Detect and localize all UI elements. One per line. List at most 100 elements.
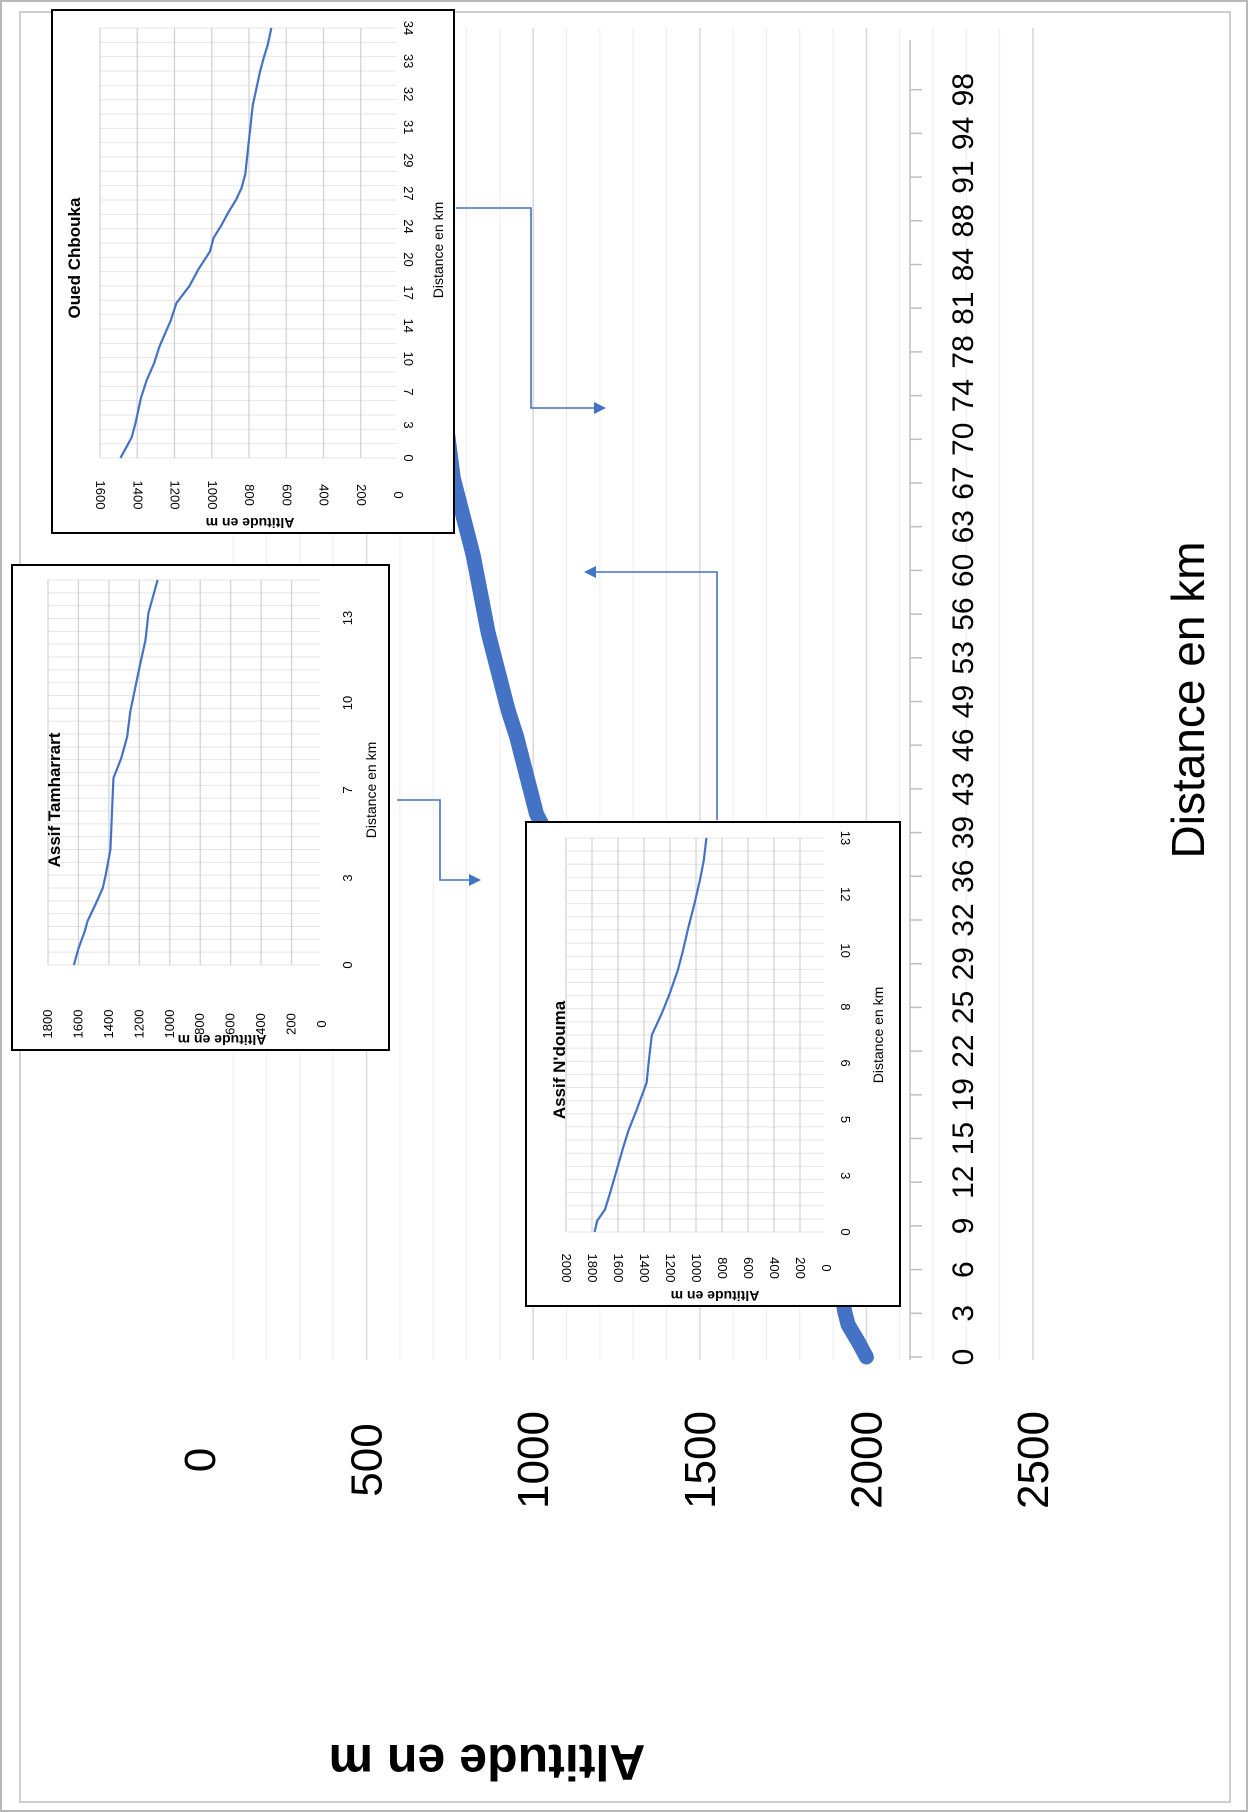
ndo-y-tick-label: 1200	[663, 1254, 678, 1283]
tamharrart-y-ticks: 0 200 400 600 800 1000 1200 1400 1600 1800	[40, 1010, 329, 1039]
tamharrart-line	[72, 579, 159, 966]
ndo-x-tick-label: 12	[838, 887, 853, 901]
chb-x-tick-label: 20	[401, 252, 416, 266]
chbouka-x-title: Distance en km	[430, 202, 446, 298]
ndouma-x-title: Distance en km	[870, 987, 886, 1083]
chbouka-grid	[99, 27, 396, 459]
ndo-y-tick-label: 1800	[585, 1254, 600, 1283]
main-x-tick-label: 81	[947, 292, 980, 325]
ndouma-x-ticks: 0 3 5 6 8 10 12 13	[838, 831, 853, 1236]
chb-y-tick-label: 1000	[205, 481, 220, 510]
ndo-x-tick-label: 6	[838, 1060, 853, 1067]
chb-y-tick-label: 1400	[130, 481, 145, 510]
main-y-tick-label: 1500	[676, 1411, 725, 1509]
ndo-x-tick-label: 13	[838, 831, 853, 845]
main-x-tick-label: 43	[947, 772, 980, 805]
main-y-axis-title: Altitude en m	[329, 1734, 646, 1790]
ndouma-title: Assif N'douma	[550, 1000, 569, 1119]
ndo-x-tick-label: 3	[838, 1172, 853, 1179]
main-x-tick-label: 12	[947, 1166, 980, 1199]
main-x-tick-label: 32	[947, 903, 980, 936]
main-x-tick-label: 6	[947, 1261, 980, 1278]
main-x-tick-label: 39	[947, 816, 980, 849]
main-x-tick-label: 98	[947, 73, 980, 106]
tam-y-tick-label: 1200	[131, 1010, 146, 1039]
main-x-tick-label: 74	[947, 379, 980, 412]
tam-x-tick-label: 10	[340, 696, 355, 710]
chb-x-tick-label: 0	[401, 454, 416, 461]
main-x-axis-title: Distance en km	[1162, 541, 1214, 858]
tam-x-tick-label: 7	[340, 786, 355, 793]
arrow-ndouma-head	[584, 566, 596, 578]
main-x-tick-label: 22	[947, 1034, 980, 1067]
chb-x-tick-label: 7	[401, 388, 416, 395]
arrow-tamharrart-head	[469, 874, 481, 886]
chb-x-tick-label: 17	[401, 285, 416, 299]
tam-y-tick-label: 1400	[101, 1010, 116, 1039]
main-y-ticks: 0 500 1000 1500 2000 2500	[176, 1411, 1058, 1509]
main-x-tick-label: 67	[947, 466, 980, 499]
ndo-y-tick-label: 1400	[637, 1254, 652, 1283]
main-x-tick-label: 3	[947, 1305, 980, 1322]
ndo-y-tick-label: 1600	[611, 1254, 626, 1283]
tamharrart-y-title: Altitude en m	[178, 1032, 267, 1048]
main-x-tick-label: 9	[947, 1218, 980, 1235]
main-x-tick-label: 19	[947, 1078, 980, 1111]
tam-y-tick-label: 1600	[70, 1010, 85, 1039]
inset-oued-chbouka: 0 200 400 600 800 1000 1200 1400 1600 0 3 7 10 14 17 2…	[51, 9, 455, 534]
chb-y-tick-label: 600	[279, 484, 294, 506]
chb-y-tick-label: 400	[317, 484, 332, 506]
tam-y-tick-label: 1000	[162, 1010, 177, 1039]
main-x-tick-label: 70	[947, 423, 980, 456]
main-x-tick-label: 78	[947, 335, 980, 368]
chb-y-tick-label: 1600	[93, 481, 108, 510]
chb-x-tick-label: 29	[401, 153, 416, 167]
ndo-y-tick-label: 200	[793, 1257, 808, 1279]
tam-y-tick-label: 1800	[40, 1010, 55, 1039]
tam-x-tick-label: 13	[340, 611, 355, 625]
main-y-tick-label: 0	[176, 1448, 225, 1472]
chb-x-tick-label: 32	[401, 87, 416, 101]
chbouka-title: Oued Chbouka	[65, 197, 84, 318]
tamharrart-x-ticks: 0 3 7 10 13	[340, 611, 355, 969]
main-x-tick-label: 53	[947, 641, 980, 674]
tam-y-tick-label: 0	[314, 1020, 329, 1027]
chb-y-tick-label: 800	[242, 484, 257, 506]
tam-x-tick-label: 0	[340, 961, 355, 968]
ndouma-y-title: Altitude en m	[671, 1288, 760, 1304]
chb-y-tick-label: 1200	[168, 481, 183, 510]
chb-x-tick-label: 31	[401, 120, 416, 134]
ndo-y-tick-label: 1000	[689, 1254, 704, 1283]
ndo-x-tick-label: 0	[838, 1228, 853, 1235]
chb-x-tick-label: 27	[401, 186, 416, 200]
chb-x-tick-label: 24	[401, 219, 416, 233]
tam-y-tick-label: 600	[223, 1013, 238, 1035]
main-x-tick-label: 15	[947, 1122, 980, 1155]
main-x-tick-label: 91	[947, 160, 980, 193]
arrow-chbouka-head	[594, 402, 606, 414]
arrow-chbouka	[456, 207, 600, 409]
main-x-tick-label: 84	[947, 248, 980, 281]
ndouma-y-ticks: 0 200 400 600 800 1000 1200 1400 1600 1800 2000	[559, 1254, 834, 1283]
tamharrart-x-title: Distance en km	[363, 742, 379, 838]
chb-y-tick-label: 200	[354, 484, 369, 506]
arrow-tamharrart	[397, 799, 475, 881]
ndouma-line	[593, 837, 708, 1233]
tam-y-tick-label: 400	[253, 1013, 268, 1035]
ndo-y-tick-label: 0	[819, 1264, 834, 1271]
ndo-x-tick-label: 10	[838, 943, 853, 957]
chb-x-tick-label: 33	[401, 54, 416, 68]
main-y-tick-label: 1000	[509, 1411, 558, 1509]
inset-ndouma-box	[525, 821, 901, 1307]
main-x-tick-label: 63	[947, 510, 980, 543]
chb-x-tick-label: 3	[401, 421, 416, 428]
chbouka-y-title: Altitude en m	[206, 515, 295, 531]
chb-x-tick-label: 14	[401, 318, 416, 332]
ndo-y-tick-label: 800	[715, 1257, 730, 1279]
main-x-tick-label: 36	[947, 860, 980, 893]
tamharrart-title: Assif Tamharrart	[45, 732, 64, 867]
tam-x-tick-label: 3	[340, 874, 355, 881]
chbouka-y-ticks: 0 200 400 600 800 1000 1200 1400 1600	[93, 481, 406, 510]
chb-x-tick-label: 10	[401, 352, 416, 366]
